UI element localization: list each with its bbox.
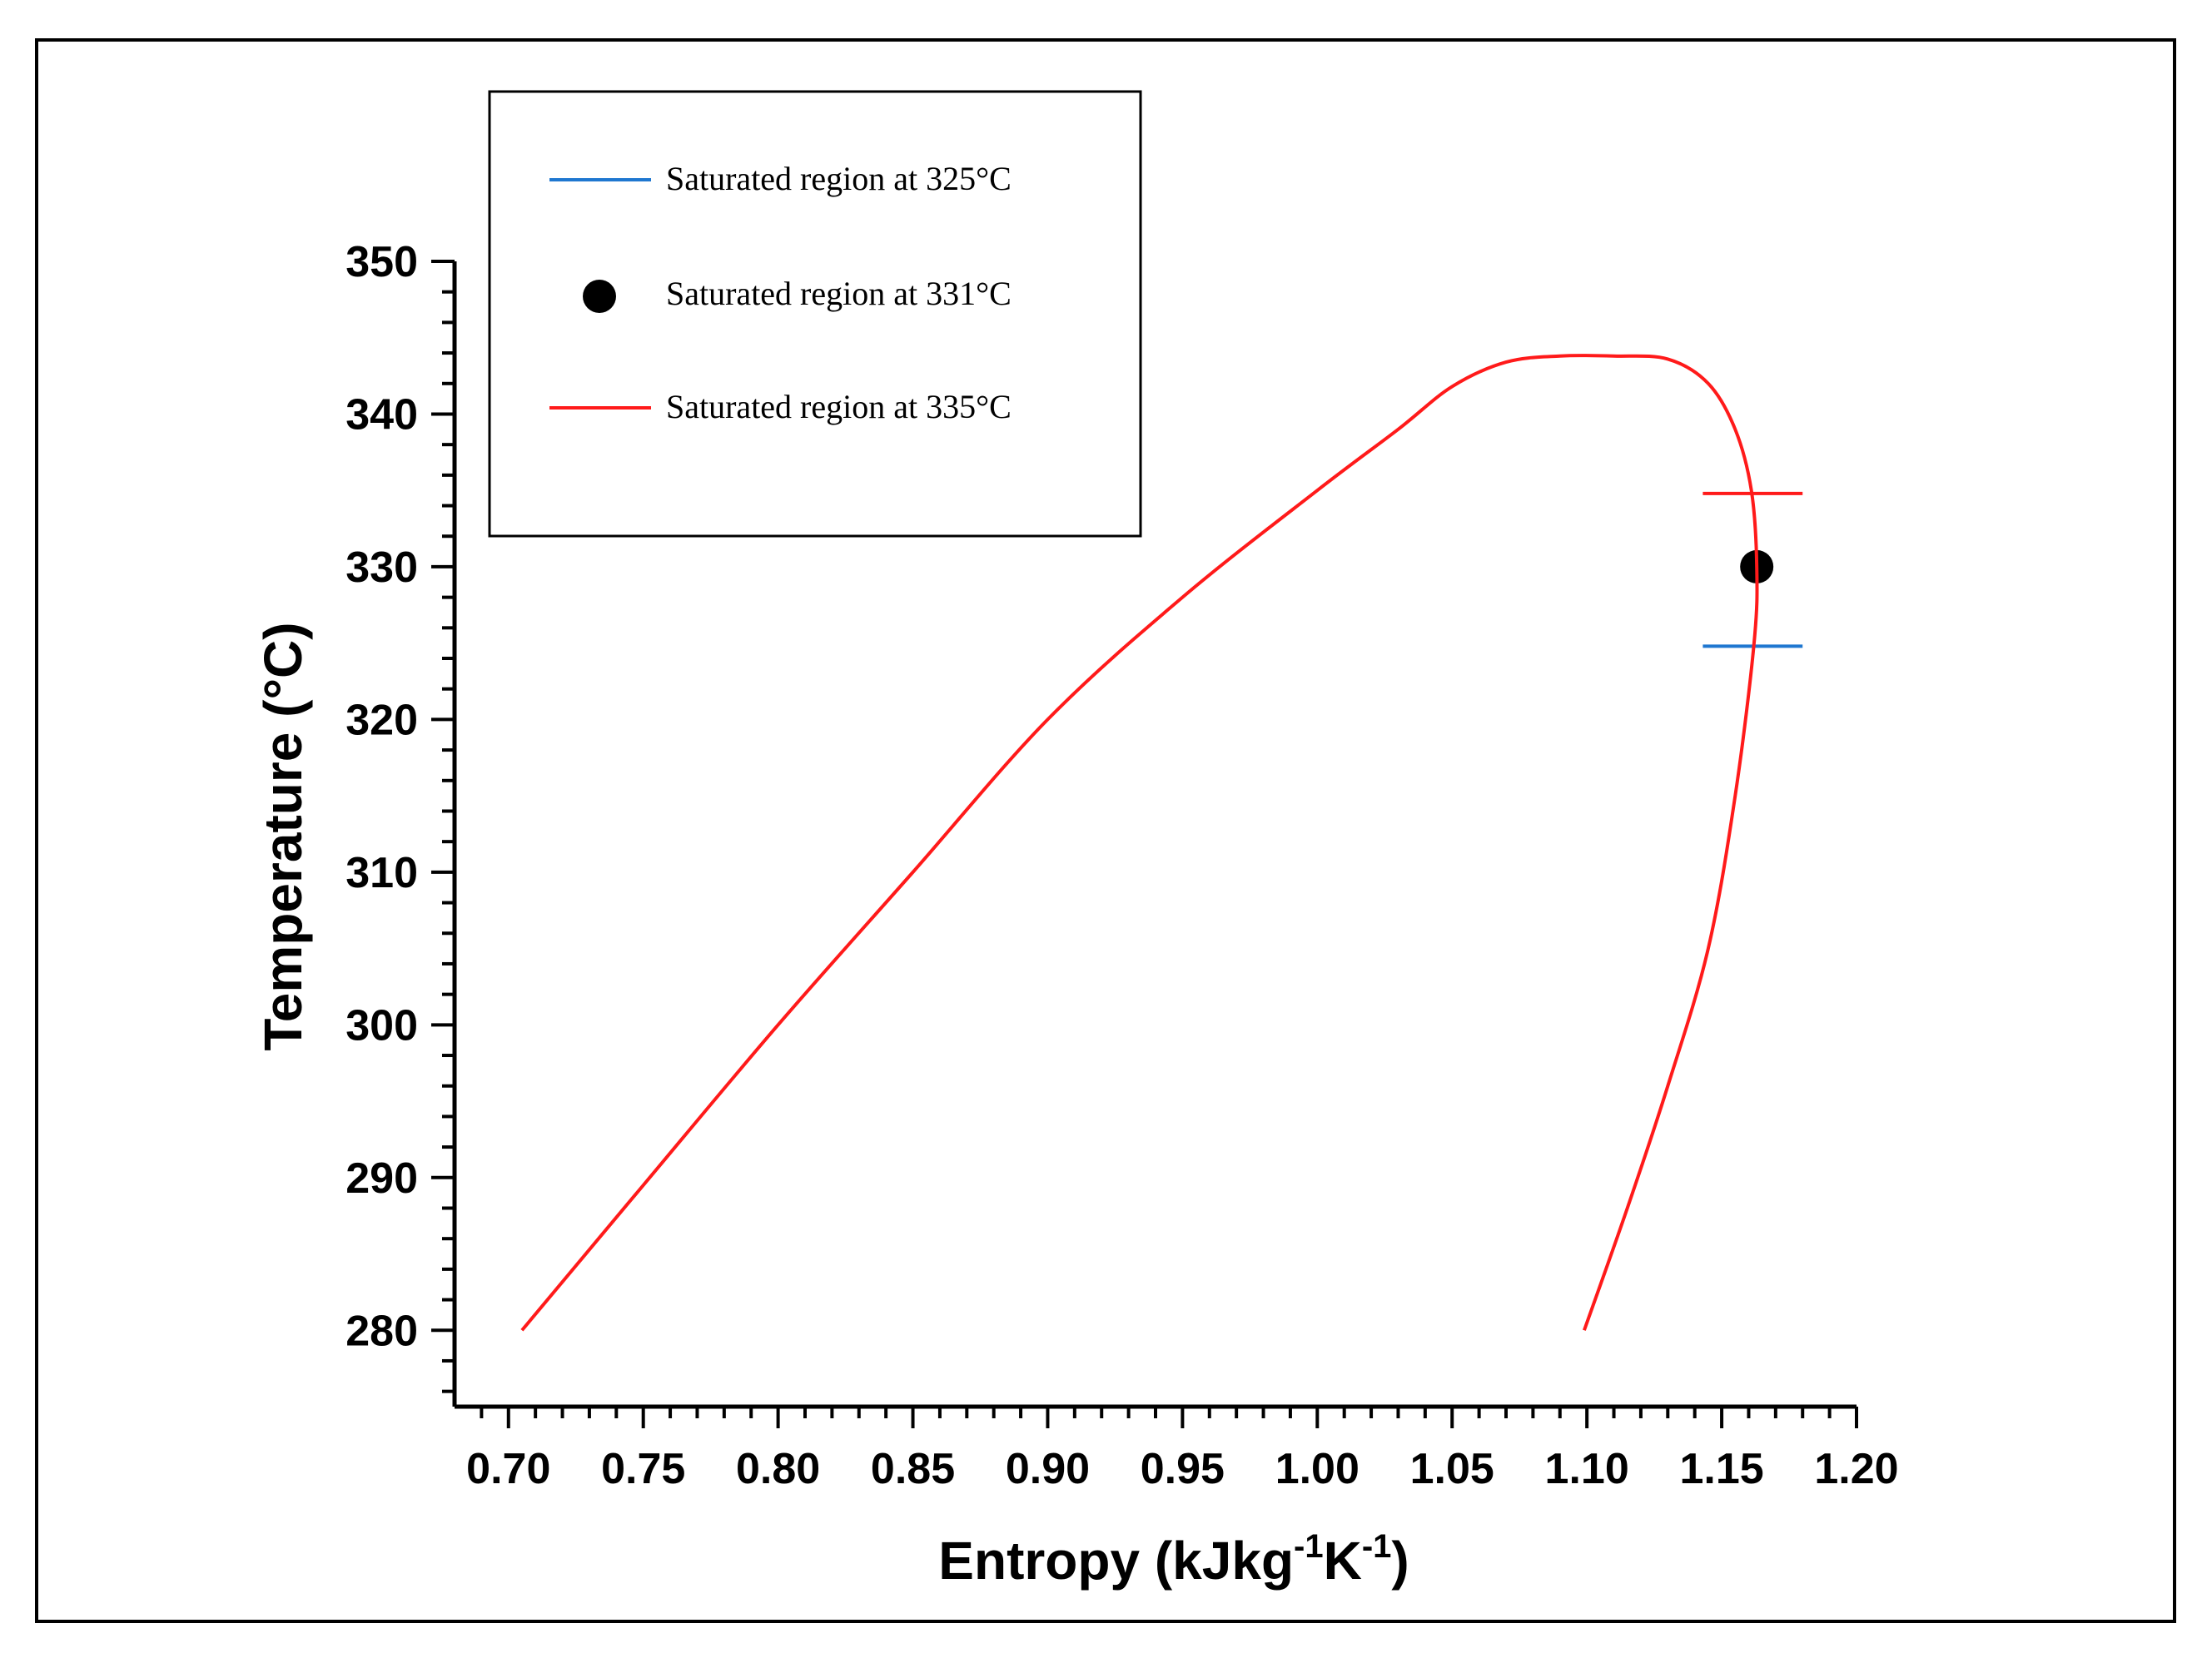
y-tick-label: 350 [345,238,418,286]
x-tick-label: 0.80 [736,1445,820,1493]
x-tick-label: 1.15 [1679,1445,1763,1493]
y-axis-title: Temperature (°C) [253,622,313,1050]
legend-box [488,90,1142,538]
x-tick-label: 0.85 [871,1445,955,1493]
x-tick-label: 0.95 [1141,1445,1225,1493]
y-tick-label: 310 [345,849,418,897]
legend-label-325: Saturated region at 325°C [666,160,1012,197]
x-tick-label: 1.00 [1275,1445,1360,1493]
legend-label-331: Saturated region at 331°C [666,275,1012,312]
y-tick-label: 330 [345,544,418,592]
series-layer [520,354,1803,1332]
y-tick-label: 290 [345,1154,418,1203]
legend: Saturated region at 325°C Saturated regi… [488,90,1142,538]
ticks-layer: 0.70 0.75 0.80 0.85 0.90 0.95 1.00 1.05 1.10 1.15… [345,238,1898,1493]
x-tick-label: 1.20 [1814,1445,1898,1493]
y-tick-label: 340 [345,390,418,439]
x-tick-label: 0.70 [466,1445,550,1493]
x-tick-label: 0.75 [601,1445,685,1493]
x-axis-title-sup1: -1 [1294,1528,1324,1565]
x-tick-label: 0.90 [1006,1445,1090,1493]
x-axis-title-mid: K [1324,1531,1362,1591]
y-tick-label: 320 [345,696,418,744]
legend-label-335: Saturated region at 335°C [666,388,1012,425]
x-tick-label: 1.05 [1410,1445,1494,1493]
x-axis-title-main: Entropy (kJkg [938,1531,1294,1591]
y-tick-label: 280 [345,1307,418,1355]
x-axis-title-end: ) [1391,1531,1409,1591]
x-axis-title: Entropy (kJkg-1K-1) [938,1528,1409,1591]
saturation-curve-335 [520,354,1759,1332]
y-tick-label: 300 [345,1001,418,1050]
legend-swatch-331 [583,280,616,313]
x-tick-label: 1.10 [1545,1445,1629,1493]
x-axis-title-sup2: -1 [1362,1528,1392,1565]
